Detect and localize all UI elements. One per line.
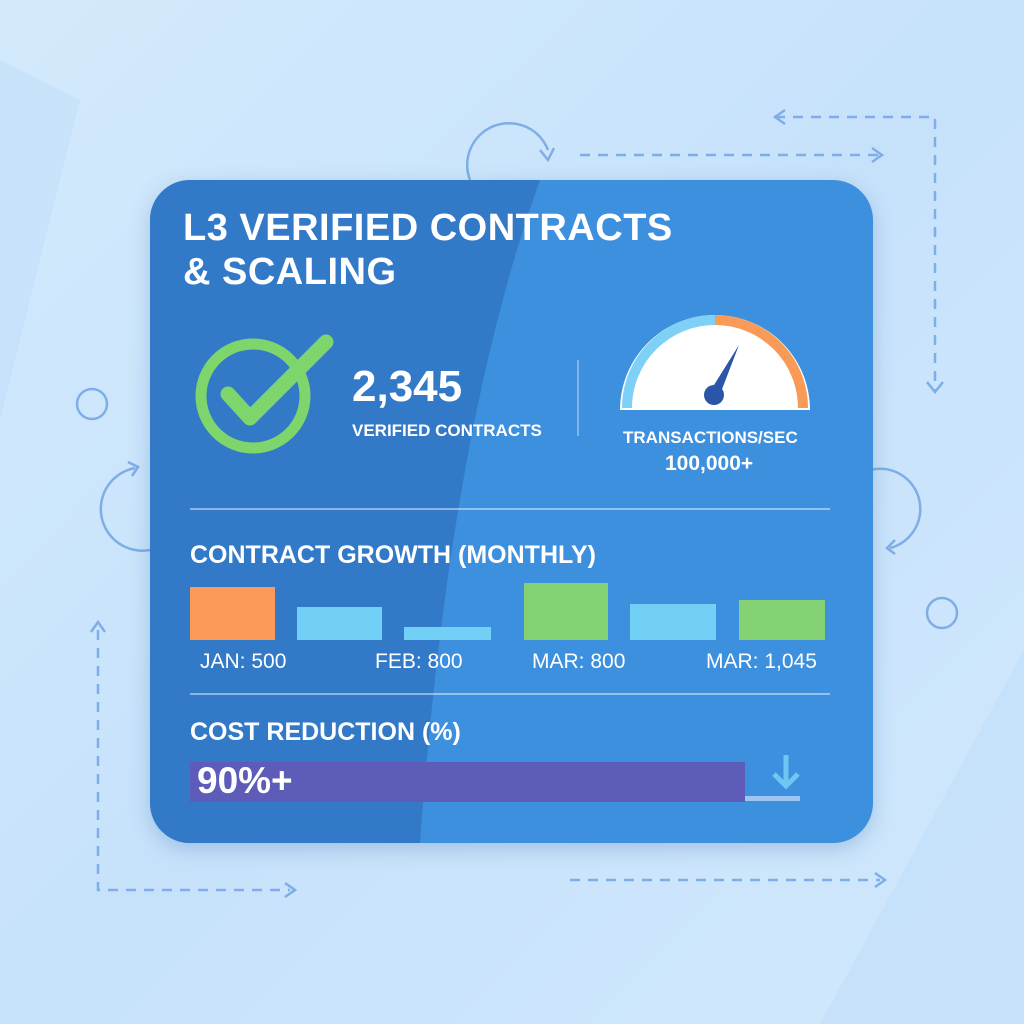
growth-bar [739, 600, 825, 640]
growth-bar [190, 587, 275, 640]
growth-bar [404, 627, 491, 640]
growth-bar [297, 607, 382, 640]
cost-value: 90%+ [197, 760, 293, 801]
speedometer-gauge-icon [620, 315, 810, 410]
cost-progress-bar [190, 762, 746, 802]
growth-bar [630, 604, 716, 640]
infographic-card [150, 180, 873, 843]
divider [190, 693, 830, 695]
check-circle-icon [195, 334, 334, 454]
title-line-1: L3 VERIFIED CONTRACTS [183, 207, 673, 249]
growth-heading: CONTRACT GROWTH (MONTHLY) [190, 541, 596, 569]
bar-label: MAR: 1,045 [706, 650, 817, 673]
verified-count: 2,345 [352, 362, 463, 411]
bar-label: JAN: 500 [200, 650, 287, 673]
vertical-divider [577, 360, 579, 436]
title-line-2: & SCALING [183, 251, 397, 293]
cost-heading: COST REDUCTION (%) [190, 718, 461, 746]
throughput-value: 100,000+ [665, 452, 754, 475]
throughput-label: TRANSACTIONS/SEC [623, 428, 798, 447]
divider [190, 508, 830, 510]
bar-label: FEB: 800 [375, 650, 463, 673]
page-title: L3 VERIFIED CONTRACTS & SCALING [183, 206, 673, 294]
growth-bar [524, 583, 608, 640]
verified-label: VERIFIED CONTRACTS [352, 421, 542, 440]
arrow-down-icon [772, 755, 800, 790]
bar-label: MAR: 800 [532, 650, 626, 673]
